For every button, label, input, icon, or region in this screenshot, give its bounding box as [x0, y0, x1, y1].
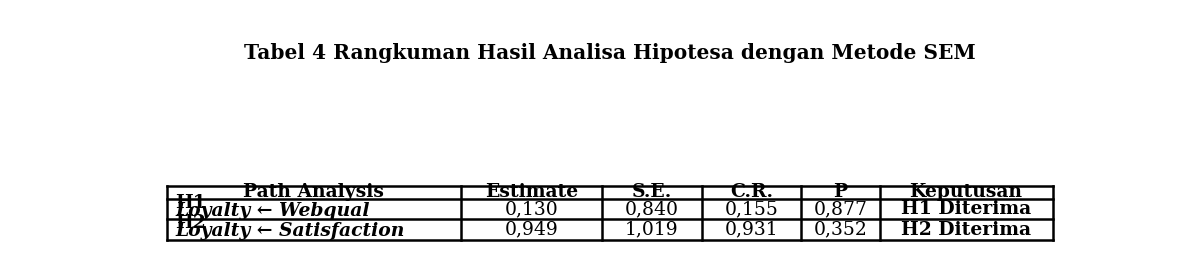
Text: S.E.: S.E. — [632, 183, 672, 201]
Text: H2: H2 — [175, 214, 206, 232]
Text: Path Analysis: Path Analysis — [244, 183, 384, 201]
Text: H1: H1 — [175, 194, 206, 212]
Text: C.R.: C.R. — [729, 183, 772, 201]
Text: Loyalty ← Satisfaction: Loyalty ← Satisfaction — [175, 222, 405, 240]
Text: H2 Diterima: H2 Diterima — [901, 221, 1031, 239]
Text: P: P — [833, 183, 847, 201]
Text: 0,352: 0,352 — [814, 221, 868, 239]
Text: 0,949: 0,949 — [505, 221, 558, 239]
Text: Tabel 4 Rangkuman Hasil Analisa Hipotesa dengan Metode SEM: Tabel 4 Rangkuman Hasil Analisa Hipotesa… — [244, 42, 976, 63]
Text: 1,019: 1,019 — [625, 221, 678, 239]
Text: 0,130: 0,130 — [505, 200, 558, 218]
Text: H1 Diterima: H1 Diterima — [901, 200, 1032, 218]
Text: 0,877: 0,877 — [814, 200, 868, 218]
Text: 0,155: 0,155 — [725, 200, 778, 218]
Text: Estimate: Estimate — [484, 183, 578, 201]
Text: 0,931: 0,931 — [725, 221, 778, 239]
Text: Keputusan: Keputusan — [909, 183, 1022, 201]
Text: 0,840: 0,840 — [625, 200, 678, 218]
Text: Loyalty ← Webqual: Loyalty ← Webqual — [175, 202, 369, 220]
